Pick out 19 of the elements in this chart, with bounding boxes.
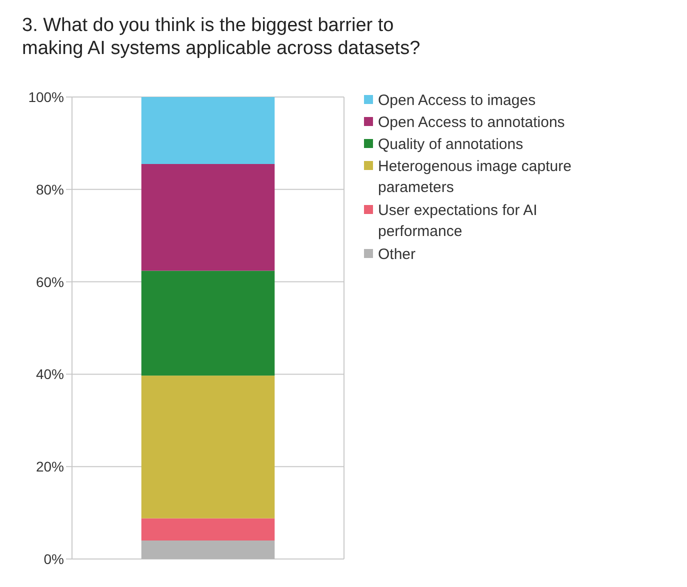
y-tick-label: 60% (36, 274, 64, 290)
bar (141, 270, 275, 376)
y-tick-label: 40% (36, 366, 64, 382)
y-tick-label: 80% (36, 181, 64, 198)
legend-label: Quality of annotations (378, 136, 524, 153)
y-tick-label: 0% (44, 551, 64, 567)
legend-label: Other (378, 246, 416, 263)
legend-label: Heterogenous image capture parameters (378, 158, 572, 196)
y-tick-label: 20% (36, 458, 64, 475)
y-tick-label: 100% (28, 89, 64, 105)
legend-label: Open Access to annotations (378, 114, 565, 131)
bar (141, 540, 275, 559)
bar (141, 97, 275, 164)
bar (141, 376, 275, 518)
legend-label: User expectations for AI performance (378, 202, 538, 240)
legend-label: Open Access to images (378, 92, 536, 109)
bar (141, 518, 275, 541)
chart-title: 3. What do you think is the biggest barrier to making AI systems applicable across datasets? (22, 15, 420, 59)
bar (141, 164, 275, 271)
